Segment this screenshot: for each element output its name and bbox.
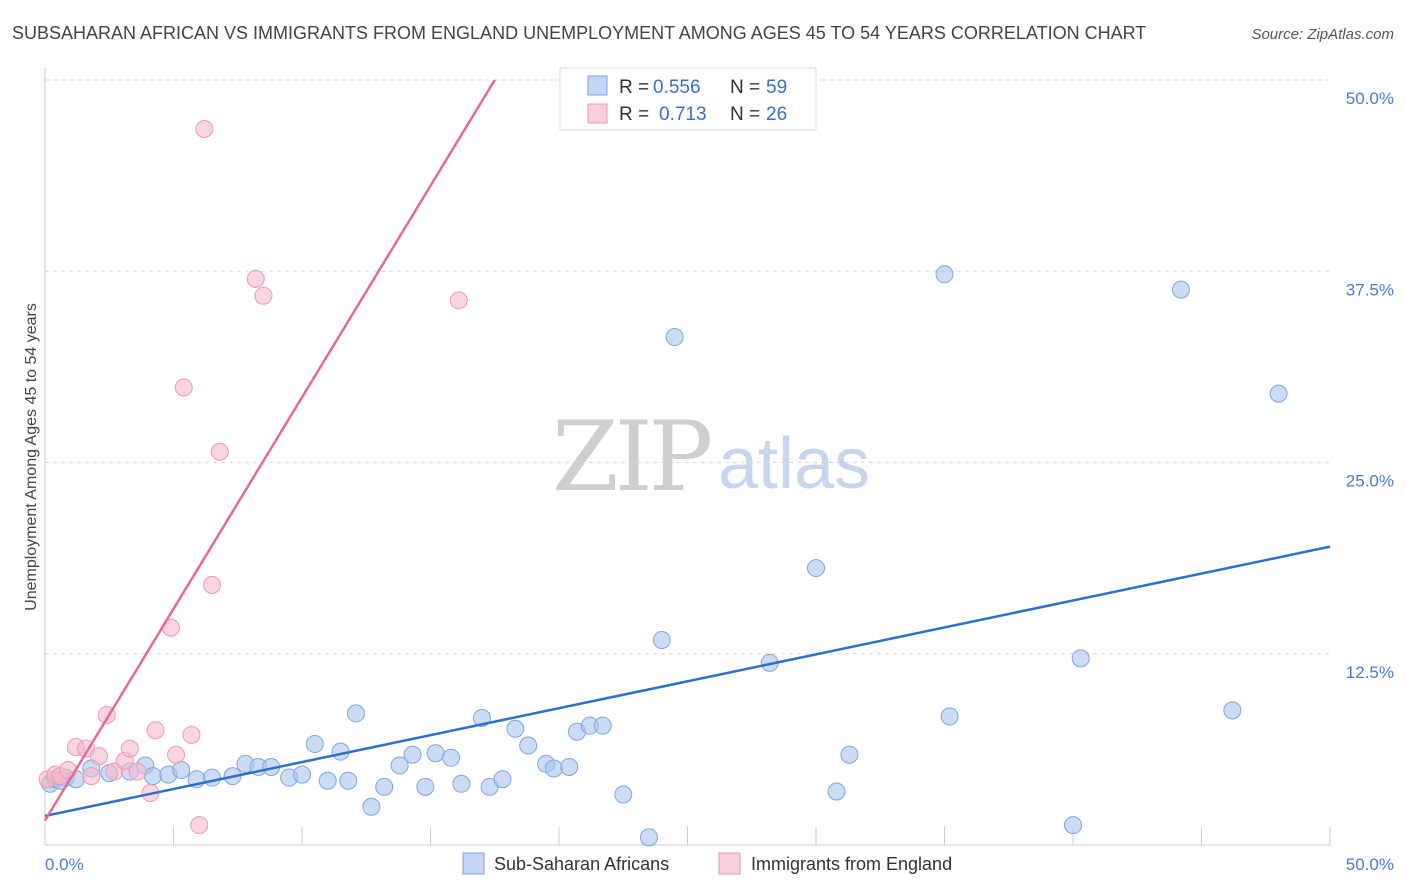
point-sub-saharan: [1223, 701, 1242, 720]
trend-lines: [43, 79, 1331, 822]
legend-swatch-blue: [587, 75, 608, 96]
point-england: [195, 119, 214, 138]
point-sub-saharan: [346, 704, 365, 723]
point-sub-saharan: [506, 719, 525, 738]
point-england: [246, 269, 265, 288]
series-legend-label-1: Sub-Saharan Africans: [494, 854, 669, 874]
point-england: [254, 286, 273, 305]
point-sub-saharan: [614, 785, 633, 804]
legend-n-value-2: 26: [766, 104, 787, 125]
trend-line-sub-saharan: [44, 545, 1331, 818]
point-england: [182, 725, 201, 744]
point-sub-saharan: [452, 774, 471, 793]
chart-source: Source: ZipAtlas.com: [1251, 26, 1394, 43]
x-tick-label-max: 50.0%: [1346, 855, 1394, 874]
legend-r-value-2: 0.713: [659, 104, 707, 125]
watermark: ZIP atlas: [552, 401, 870, 513]
point-sub-saharan: [390, 756, 409, 775]
y-tick-labels: 12.5% 25.0% 37.5% 50.0%: [1346, 89, 1394, 682]
y-tick-label: 37.5%: [1346, 280, 1394, 299]
trend-line-england: [43, 79, 496, 822]
point-sub-saharan: [305, 735, 324, 754]
legend-n-label-2: N =: [730, 104, 760, 125]
point-sub-saharan: [560, 757, 579, 776]
point-sub-saharan: [1171, 280, 1190, 299]
point-sub-saharan: [1064, 816, 1082, 835]
point-sub-saharan: [362, 797, 381, 816]
point-sub-saharan: [935, 265, 954, 284]
gridlines: [45, 79, 1330, 655]
point-england: [59, 761, 78, 780]
chart-title: SUBSAHARAN AFRICAN VS IMMIGRANTS FROM EN…: [12, 23, 1146, 43]
point-england: [82, 767, 101, 786]
legend-r-value-1: 0.556: [653, 77, 701, 98]
point-sub-saharan: [827, 782, 846, 801]
x-tick-marks: [44, 827, 1331, 845]
point-sub-saharan: [639, 828, 658, 847]
point-sub-saharan: [807, 559, 825, 578]
point-england: [449, 291, 468, 310]
series-legend-swatch-pink: [718, 852, 741, 875]
point-sub-saharan: [593, 716, 612, 735]
point-sub-saharan: [318, 771, 337, 790]
point-sub-saharan: [203, 768, 222, 787]
point-england: [146, 721, 165, 740]
y-tick-label: 50.0%: [1346, 89, 1394, 108]
point-sub-saharan: [840, 745, 859, 764]
correlation-legend: R = 0.556 N = 59 R = 0.713 N = 26: [559, 67, 817, 131]
legend-swatch-pink: [587, 103, 608, 124]
point-sub-saharan: [416, 777, 435, 796]
point-england: [190, 816, 209, 835]
y-tick-label: 12.5%: [1346, 663, 1394, 682]
point-england: [203, 575, 222, 594]
point-sub-saharan: [293, 765, 311, 784]
point-england: [89, 747, 108, 766]
point-sub-saharan: [1269, 384, 1288, 403]
y-tick-label: 25.0%: [1346, 472, 1394, 491]
point-england: [120, 739, 139, 758]
point-england: [174, 378, 193, 397]
series-legend-swatch-blue: [462, 852, 485, 875]
point-sub-saharan: [519, 736, 538, 755]
point-sub-saharan: [403, 745, 422, 764]
data-points: [38, 119, 1288, 847]
y-axis-label: Unemployment Among Ages 45 to 54 years: [23, 303, 40, 611]
legend-n-label-1: N =: [730, 77, 760, 98]
point-sub-saharan: [940, 707, 959, 726]
point-england: [128, 762, 147, 781]
point-sub-saharan: [1071, 649, 1090, 668]
point-england: [167, 745, 186, 764]
x-tick-label-min: 0.0%: [45, 855, 84, 874]
point-sub-saharan: [339, 771, 358, 790]
point-sub-saharan: [442, 748, 461, 767]
point-sub-saharan: [172, 761, 191, 780]
point-sub-saharan: [375, 777, 394, 796]
point-sub-saharan: [544, 759, 563, 778]
point-sub-saharan: [143, 767, 162, 786]
point-sub-saharan: [493, 770, 512, 789]
point-england: [210, 442, 229, 461]
legend-n-value-1: 59: [766, 77, 787, 98]
legend-r-label-2: R =: [619, 104, 649, 125]
point-sub-saharan: [665, 328, 684, 347]
point-sub-saharan: [652, 630, 671, 649]
watermark-zip: ZIP: [552, 401, 711, 513]
point-sub-saharan: [426, 744, 445, 763]
watermark-atlas: atlas: [718, 424, 870, 504]
series-legend-label-2: Immigrants from England: [751, 854, 952, 874]
series-legend: Sub-Saharan Africans Immigrants from Eng…: [462, 852, 952, 875]
legend-r-label-1: R =: [619, 77, 649, 98]
